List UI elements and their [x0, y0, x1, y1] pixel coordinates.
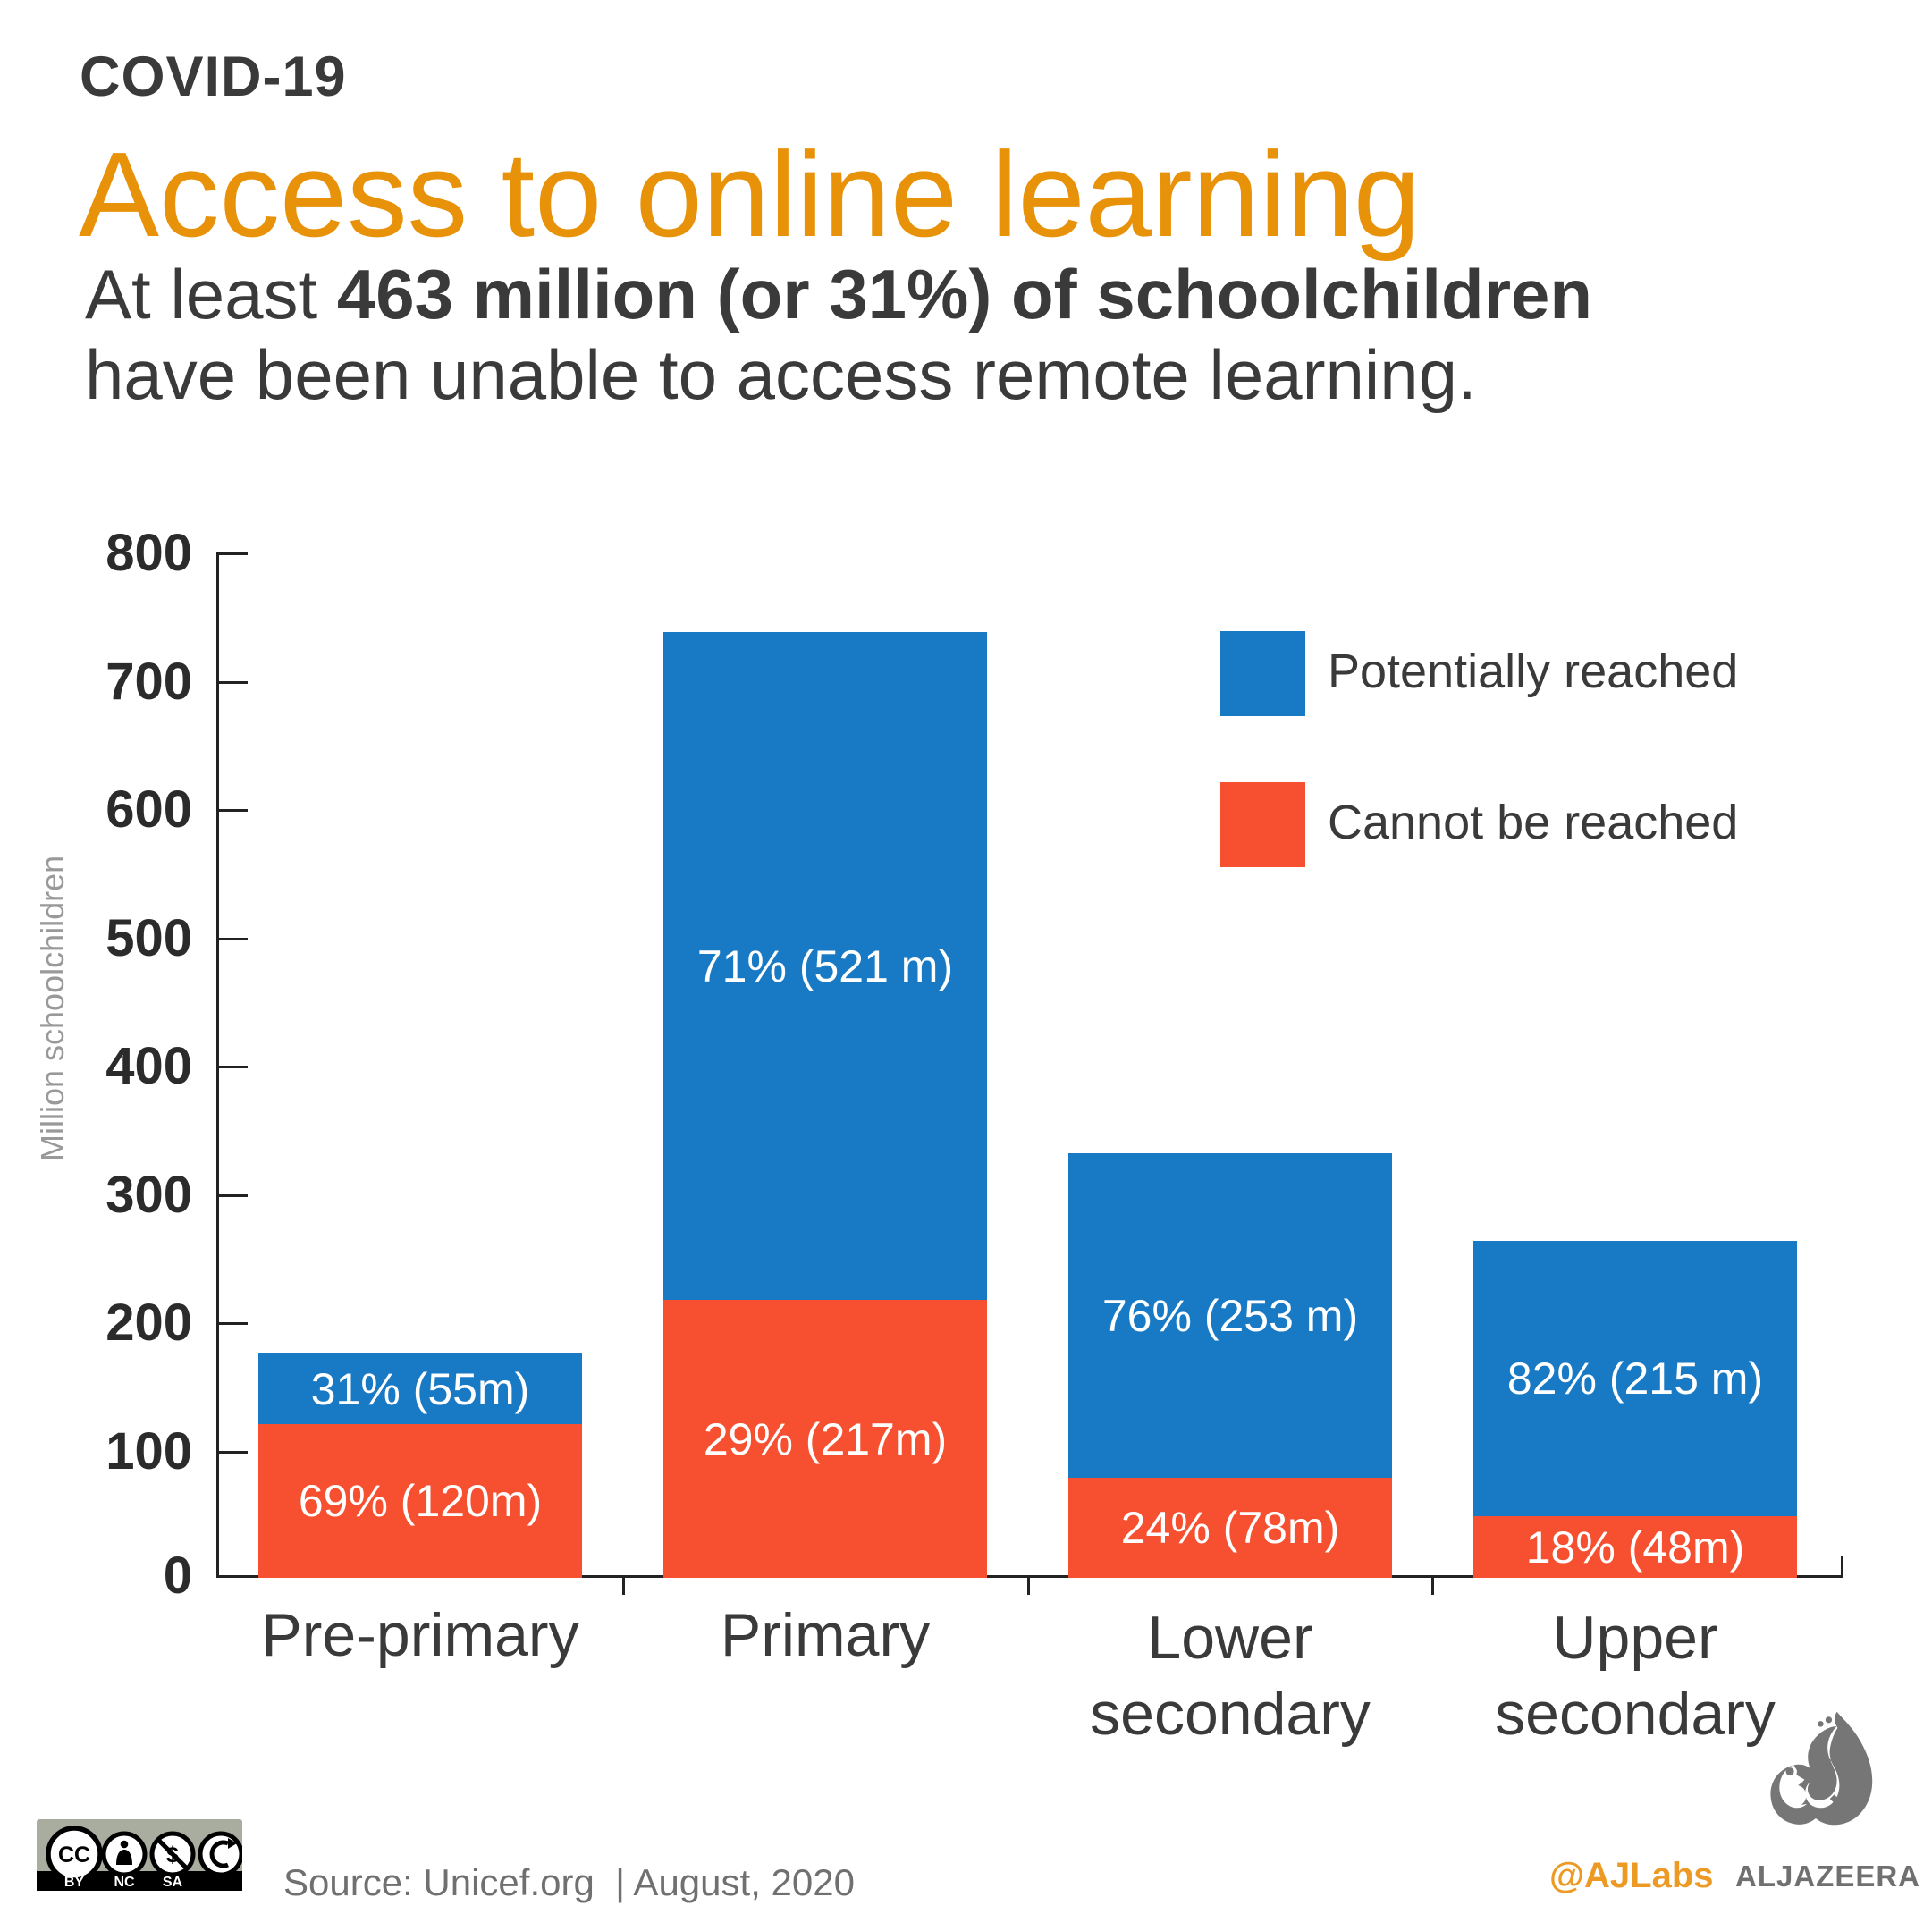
svg-text:NC: NC — [114, 1875, 135, 1890]
svg-text:BY: BY — [64, 1875, 85, 1890]
svg-text:SA: SA — [163, 1875, 183, 1890]
svg-text:CC: CC — [58, 1842, 90, 1868]
